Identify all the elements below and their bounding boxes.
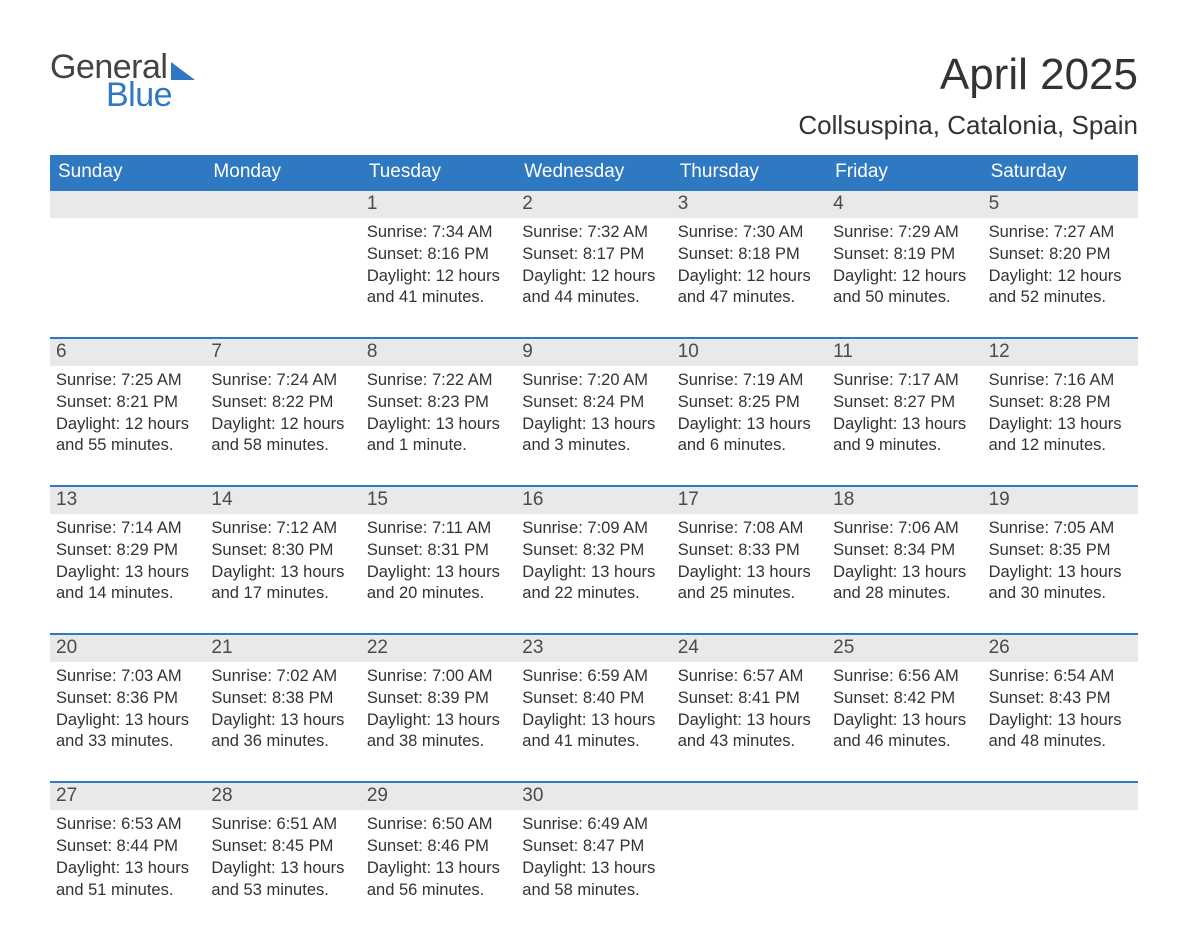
header: General Blue April 2025 Collsuspina, Cat…: [50, 50, 1138, 141]
day-number: [672, 783, 827, 810]
day-number: 23: [516, 635, 671, 662]
day-header-cell: Sunday: [50, 155, 205, 191]
day-data: Sunrise: 7:12 AMSunset: 8:30 PMDaylight:…: [205, 514, 360, 607]
day-data: Sunrise: 6:50 AMSunset: 8:46 PMDaylight:…: [361, 810, 516, 903]
day-header-cell: Friday: [827, 155, 982, 191]
day-header-row: SundayMondayTuesdayWednesdayThursdayFrid…: [50, 155, 1138, 191]
day-number: 28: [205, 783, 360, 810]
location: Collsuspina, Catalonia, Spain: [798, 110, 1138, 141]
day-data: Sunrise: 7:00 AMSunset: 8:39 PMDaylight:…: [361, 662, 516, 755]
day-data: Sunrise: 6:51 AMSunset: 8:45 PMDaylight:…: [205, 810, 360, 903]
title-block: April 2025 Collsuspina, Catalonia, Spain: [798, 50, 1138, 141]
day-data: Sunrise: 7:05 AMSunset: 8:35 PMDaylight:…: [983, 514, 1138, 607]
month-title: April 2025: [798, 50, 1138, 100]
day-data: [50, 218, 205, 311]
day-data: Sunrise: 7:16 AMSunset: 8:28 PMDaylight:…: [983, 366, 1138, 459]
day-header-cell: Saturday: [983, 155, 1138, 191]
day-data: Sunrise: 6:56 AMSunset: 8:42 PMDaylight:…: [827, 662, 982, 755]
day-number: 30: [516, 783, 671, 810]
day-data: Sunrise: 7:25 AMSunset: 8:21 PMDaylight:…: [50, 366, 205, 459]
day-number: 26: [983, 635, 1138, 662]
day-data: Sunrise: 7:02 AMSunset: 8:38 PMDaylight:…: [205, 662, 360, 755]
day-data: [205, 218, 360, 311]
logo-text-blue: Blue: [106, 78, 195, 112]
day-number: 11: [827, 339, 982, 366]
day-header-cell: Tuesday: [361, 155, 516, 191]
day-number: 13: [50, 487, 205, 514]
day-data: Sunrise: 6:54 AMSunset: 8:43 PMDaylight:…: [983, 662, 1138, 755]
day-data: Sunrise: 6:57 AMSunset: 8:41 PMDaylight:…: [672, 662, 827, 755]
day-number: [827, 783, 982, 810]
day-data: Sunrise: 7:24 AMSunset: 8:22 PMDaylight:…: [205, 366, 360, 459]
day-data: Sunrise: 7:19 AMSunset: 8:25 PMDaylight:…: [672, 366, 827, 459]
day-data: Sunrise: 7:17 AMSunset: 8:27 PMDaylight:…: [827, 366, 982, 459]
day-number: 19: [983, 487, 1138, 514]
day-number: [205, 191, 360, 218]
day-data: Sunrise: 7:22 AMSunset: 8:23 PMDaylight:…: [361, 366, 516, 459]
day-data: [827, 810, 982, 903]
day-number: 7: [205, 339, 360, 366]
day-number: 3: [672, 191, 827, 218]
day-number: 14: [205, 487, 360, 514]
day-number: 6: [50, 339, 205, 366]
day-number: 18: [827, 487, 982, 514]
week-row: 12345 Sunrise: 7:34 AMSunset: 8:16 PMDayl…: [50, 191, 1138, 311]
day-data: Sunrise: 7:08 AMSunset: 8:33 PMDaylight:…: [672, 514, 827, 607]
day-data: Sunrise: 7:27 AMSunset: 8:20 PMDaylight:…: [983, 218, 1138, 311]
week-row: 13141516171819 Sunrise: 7:14 AMSunset: 8:…: [50, 485, 1138, 607]
day-number: 24: [672, 635, 827, 662]
week-row: 27282930 Sunrise: 6:53 AMSunset: 8:44 PMD…: [50, 781, 1138, 903]
day-number: 4: [827, 191, 982, 218]
day-data: Sunrise: 7:06 AMSunset: 8:34 PMDaylight:…: [827, 514, 982, 607]
day-data: Sunrise: 6:53 AMSunset: 8:44 PMDaylight:…: [50, 810, 205, 903]
day-number: 27: [50, 783, 205, 810]
day-data: Sunrise: 7:03 AMSunset: 8:36 PMDaylight:…: [50, 662, 205, 755]
day-header-cell: Monday: [205, 155, 360, 191]
calendar: SundayMondayTuesdayWednesdayThursdayFrid…: [50, 155, 1138, 903]
day-number: 29: [361, 783, 516, 810]
day-number: 25: [827, 635, 982, 662]
day-data: Sunrise: 6:49 AMSunset: 8:47 PMDaylight:…: [516, 810, 671, 903]
day-data: [983, 810, 1138, 903]
day-number: 10: [672, 339, 827, 366]
day-number: [983, 783, 1138, 810]
day-number: 9: [516, 339, 671, 366]
day-number: 2: [516, 191, 671, 218]
day-data: Sunrise: 7:09 AMSunset: 8:32 PMDaylight:…: [516, 514, 671, 607]
day-number: 15: [361, 487, 516, 514]
day-number: [50, 191, 205, 218]
week-row: 6789101112 Sunrise: 7:25 AMSunset: 8:21 P…: [50, 337, 1138, 459]
day-number: 20: [50, 635, 205, 662]
week-row: 20212223242526 Sunrise: 7:03 AMSunset: 8:…: [50, 633, 1138, 755]
day-number: 22: [361, 635, 516, 662]
day-data: Sunrise: 7:29 AMSunset: 8:19 PMDaylight:…: [827, 218, 982, 311]
day-data: Sunrise: 7:32 AMSunset: 8:17 PMDaylight:…: [516, 218, 671, 311]
day-data: Sunrise: 7:11 AMSunset: 8:31 PMDaylight:…: [361, 514, 516, 607]
day-data: Sunrise: 7:20 AMSunset: 8:24 PMDaylight:…: [516, 366, 671, 459]
day-number: 8: [361, 339, 516, 366]
day-header-cell: Wednesday: [516, 155, 671, 191]
day-data: Sunrise: 7:34 AMSunset: 8:16 PMDaylight:…: [361, 218, 516, 311]
day-data: [672, 810, 827, 903]
day-number: 1: [361, 191, 516, 218]
day-header-cell: Thursday: [672, 155, 827, 191]
logo: General Blue: [50, 50, 195, 112]
day-data: Sunrise: 6:59 AMSunset: 8:40 PMDaylight:…: [516, 662, 671, 755]
day-number: 21: [205, 635, 360, 662]
day-number: 16: [516, 487, 671, 514]
day-data: Sunrise: 7:14 AMSunset: 8:29 PMDaylight:…: [50, 514, 205, 607]
day-data: Sunrise: 7:30 AMSunset: 8:18 PMDaylight:…: [672, 218, 827, 311]
day-number: 17: [672, 487, 827, 514]
day-number: 12: [983, 339, 1138, 366]
day-number: 5: [983, 191, 1138, 218]
